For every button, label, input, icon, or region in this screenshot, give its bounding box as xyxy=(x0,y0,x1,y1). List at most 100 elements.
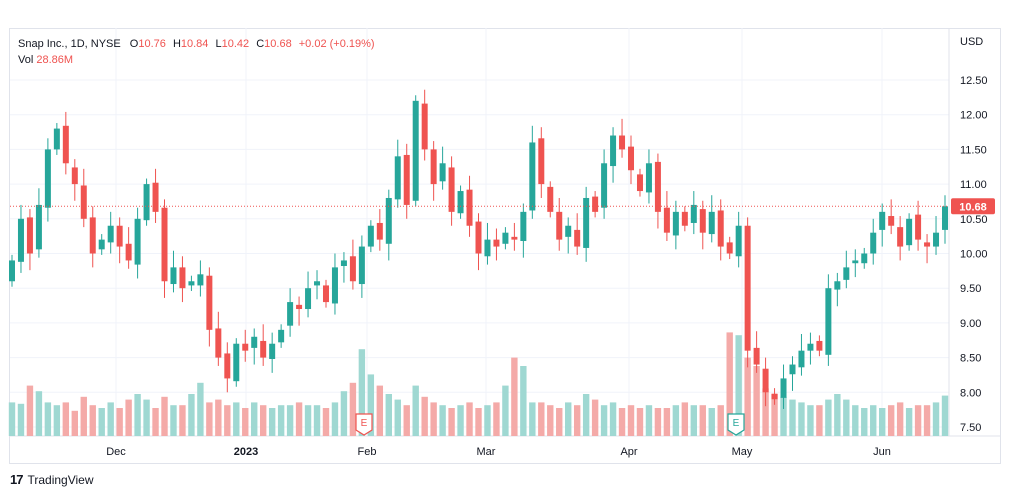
volume-bar xyxy=(98,408,105,436)
symbol-label[interactable]: Snap Inc., 1D, NYSE xyxy=(18,38,121,50)
volume-bar xyxy=(322,408,330,436)
candle-body xyxy=(448,167,455,212)
volume-bar xyxy=(645,405,653,436)
volume-bar xyxy=(717,405,724,436)
candle-body xyxy=(107,225,114,243)
last-price-tag xyxy=(951,198,995,215)
candle-body xyxy=(367,225,374,247)
candle-body xyxy=(654,161,661,212)
volume-bar xyxy=(53,405,61,436)
candle-body xyxy=(636,174,643,192)
candle-body xyxy=(439,163,446,182)
candle-body xyxy=(475,221,482,254)
candle-body xyxy=(699,209,706,233)
volume-bar xyxy=(762,388,769,436)
y-tick-label: 8.00 xyxy=(960,387,981,399)
candle-body xyxy=(44,149,51,208)
earnings-marker-shape xyxy=(355,413,373,436)
candle-body xyxy=(385,197,392,244)
volume-bar xyxy=(825,399,832,436)
y-tick-label: 11.00 xyxy=(960,179,987,191)
volume-bar xyxy=(556,408,563,436)
candle-body xyxy=(484,239,491,257)
candle-body xyxy=(798,350,805,368)
volume-bar xyxy=(71,410,78,436)
candle-body xyxy=(843,267,850,280)
candle-body xyxy=(206,275,213,330)
volume-bar xyxy=(914,405,922,436)
candle-body xyxy=(421,103,428,150)
candle-body xyxy=(924,242,931,247)
candle-body xyxy=(134,218,141,265)
candle-body xyxy=(708,211,715,235)
y-tick-label: 11.50 xyxy=(960,144,987,156)
chart-frame xyxy=(9,28,1001,464)
open-label: O xyxy=(129,38,139,50)
candle-body xyxy=(942,206,948,230)
candle-body xyxy=(251,336,258,348)
candle-body xyxy=(628,146,635,171)
candle-body xyxy=(161,207,168,282)
tradingview-branding[interactable]: 17 TradingView xyxy=(10,472,94,487)
volume-bar xyxy=(726,332,733,436)
volume-value: 28.86M xyxy=(36,54,74,66)
volume-bar xyxy=(358,349,366,436)
volume-bar xyxy=(277,405,285,436)
candle-body xyxy=(771,393,778,400)
volume-bar xyxy=(582,394,590,436)
volume-bar xyxy=(923,405,931,436)
volume-bar xyxy=(502,385,509,436)
volume-bar xyxy=(475,408,482,436)
volume-bar xyxy=(286,405,294,436)
volume-bar xyxy=(206,402,213,436)
candle-body xyxy=(215,328,222,358)
candle-body xyxy=(520,211,527,242)
x-tick-label: Feb xyxy=(358,446,377,458)
candle-body xyxy=(197,274,204,286)
candle-body xyxy=(493,239,500,247)
volume-bar xyxy=(170,405,177,436)
volume-bar xyxy=(349,382,357,436)
candle-body xyxy=(98,239,105,250)
candle-body xyxy=(170,267,177,285)
volume-bar xyxy=(547,405,554,436)
candle-body xyxy=(305,288,312,310)
candle-body xyxy=(888,216,895,226)
x-tick-label: May xyxy=(732,446,753,458)
candle-body xyxy=(906,218,913,246)
volume-legend-row: Vol 28.86M xyxy=(18,52,379,68)
candle-body xyxy=(565,225,572,237)
candle-body xyxy=(125,243,132,261)
volume-bar xyxy=(870,405,877,436)
volume-bar xyxy=(215,399,222,436)
candle-body xyxy=(825,288,832,355)
candle-body xyxy=(242,343,249,351)
candle-body xyxy=(601,163,608,208)
candle-body xyxy=(35,204,42,250)
volume-bar xyxy=(161,396,168,436)
candle-body xyxy=(179,267,186,289)
volume-bar xyxy=(932,402,940,436)
candle-body xyxy=(412,100,419,201)
volume-bar xyxy=(376,385,384,436)
candle-body xyxy=(278,329,285,343)
volume-bar xyxy=(143,399,150,436)
candle-body xyxy=(376,222,383,240)
candle-body xyxy=(403,154,410,205)
volume-bar xyxy=(8,402,16,436)
volume-bar xyxy=(879,408,886,436)
candle-body xyxy=(672,211,679,236)
y-tick-label: 8.50 xyxy=(960,353,981,365)
earnings-marker: E xyxy=(355,413,373,436)
candle-body xyxy=(26,217,33,254)
y-tick-label: 12.00 xyxy=(960,110,988,122)
candle-body xyxy=(116,225,123,247)
candle-body xyxy=(879,211,886,230)
candle-body xyxy=(430,149,437,185)
volume-bar xyxy=(538,402,545,436)
volume-bar xyxy=(17,403,25,436)
candle-body xyxy=(583,197,590,248)
volume-bar xyxy=(188,394,195,436)
candle-body xyxy=(53,128,60,150)
